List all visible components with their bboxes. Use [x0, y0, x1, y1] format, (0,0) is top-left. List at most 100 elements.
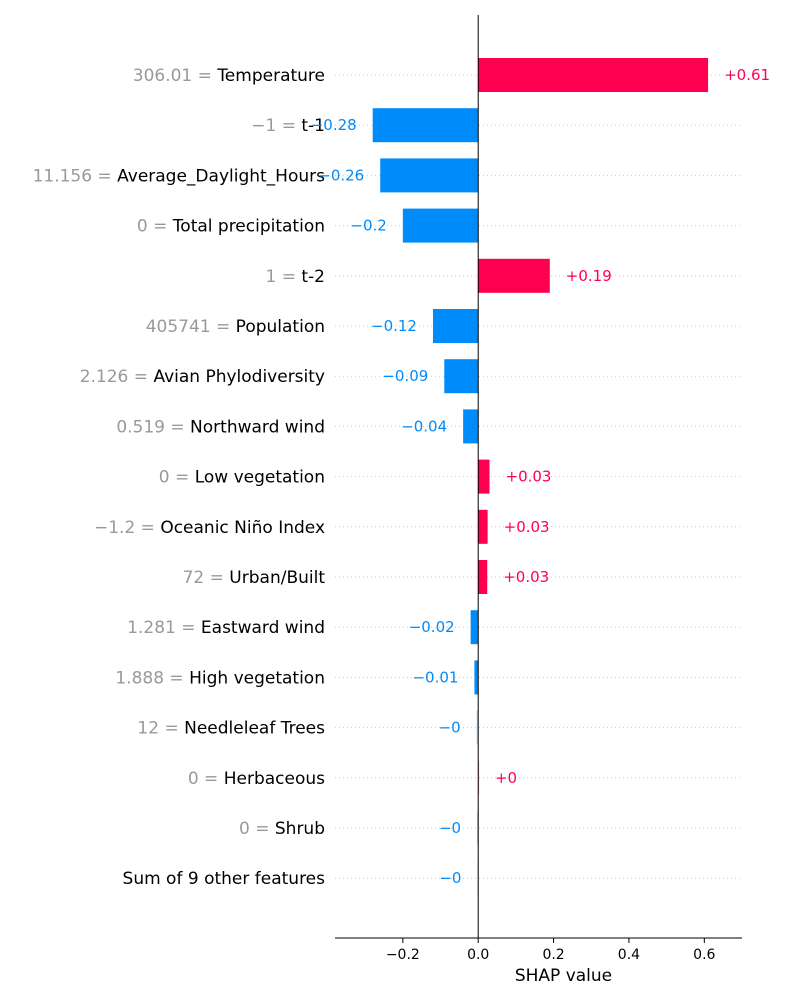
feature-name: Average_Daylight_Hours — [117, 166, 325, 186]
feature-value: 0 — [239, 819, 250, 839]
x-tick-label: 0.6 — [693, 947, 715, 963]
feature-value: 306.01 — [133, 66, 192, 86]
feature-label: 72 = Urban/Built — [183, 568, 326, 588]
x-tick-label: 0.0 — [467, 947, 489, 963]
feature-value: 0 — [159, 468, 170, 488]
feature-label: 12 = Needleleaf Trees — [137, 719, 325, 739]
feature-name: Needleleaf Trees — [184, 719, 325, 739]
feature-name: High vegetation — [189, 668, 325, 688]
bar-12 — [474, 660, 479, 695]
bar-9 — [478, 509, 488, 544]
feature-name: Total precipitation — [172, 217, 325, 237]
equals-sign: = — [165, 417, 190, 437]
bar-10 — [478, 560, 488, 594]
feature-name: Sum of 9 other features — [123, 869, 326, 889]
equals-sign: = — [148, 217, 173, 237]
bar-value-label: −0 — [439, 819, 461, 837]
bar-2 — [380, 158, 479, 193]
feature-name: Avian Phylodiversity — [153, 367, 325, 387]
bar-value-label: −0.09 — [382, 367, 428, 385]
equals-sign: = — [276, 267, 301, 287]
feature-value: 405741 — [146, 317, 211, 337]
equals-sign: = — [211, 317, 236, 337]
bar-3 — [402, 208, 479, 243]
x-axis-title: SHAP value — [515, 966, 612, 986]
feature-label: 2.126 = Avian Phylodiversity — [80, 367, 325, 387]
feature-label: 0 = Total precipitation — [137, 217, 325, 237]
feature-label: 0 = Herbaceous — [188, 769, 325, 789]
feature-value: −1 — [251, 116, 276, 136]
feature-label: 0 = Low vegetation — [159, 468, 325, 488]
equals-sign: = — [128, 367, 153, 387]
equals-sign: = — [164, 668, 189, 688]
bar-15 — [477, 811, 479, 845]
bars — [372, 58, 709, 896]
feature-label: 1.281 = Eastward wind — [127, 618, 325, 638]
feature-label: 1.888 = High vegetation — [115, 668, 325, 688]
feature-value: 1 — [265, 267, 276, 287]
bar-11 — [470, 610, 479, 645]
feature-name: t-2 — [301, 267, 325, 287]
bar-1 — [372, 108, 479, 143]
x-tick-label: 0.2 — [542, 947, 564, 963]
feature-name: Herbaceous — [224, 769, 325, 789]
bar-value-label: +0 — [495, 769, 517, 787]
feature-label: Sum of 9 other features — [123, 869, 326, 889]
feature-value: 12 — [137, 719, 159, 739]
x-ticks: −0.2 0.0 0.2 0.4 0.6 — [386, 938, 716, 963]
feature-name: Shrub — [275, 819, 325, 839]
bar-value-label: +0.03 — [506, 468, 552, 486]
feature-value: 1.888 — [115, 668, 164, 688]
feature-value: −1.2 — [94, 518, 135, 538]
equals-sign: = — [199, 769, 224, 789]
feature-name: Temperature — [216, 66, 325, 86]
bar-value-label: −0.04 — [401, 417, 447, 435]
equals-sign: = — [159, 719, 184, 739]
feature-value: 0 — [137, 217, 148, 237]
equals-sign: = — [176, 618, 201, 638]
feature-name: Eastward wind — [201, 618, 325, 638]
bar-value-label: −0.26 — [318, 166, 364, 184]
feature-label: 306.01 = Temperature — [133, 66, 325, 86]
feature-label: −1.2 = Oceanic Niño Index — [94, 518, 325, 538]
bar-0 — [478, 58, 709, 92]
equals-sign: = — [204, 568, 229, 588]
bar-value-label: −0.01 — [412, 668, 458, 686]
x-tick-label: 0.4 — [618, 947, 640, 963]
feature-name: Northward wind — [190, 417, 325, 437]
equals-sign: = — [170, 468, 195, 488]
bar-value-label: +0.03 — [504, 518, 550, 536]
feature-name: t-1 — [301, 116, 325, 136]
bar-7 — [463, 409, 479, 444]
equals-sign: = — [135, 518, 160, 538]
feature-value: 2.126 — [80, 367, 129, 387]
bar-value-label: −0 — [439, 719, 461, 737]
bar-value-label: −0 — [439, 869, 461, 887]
feature-value: 1.281 — [127, 618, 176, 638]
feature-value: 0 — [188, 769, 199, 789]
bar-13 — [476, 710, 479, 745]
bar-value-label: −0.28 — [311, 116, 357, 134]
feature-label: 0 = Shrub — [239, 819, 325, 839]
feature-value: 11.156 — [33, 166, 92, 186]
bar-value-label: +0.03 — [503, 568, 549, 586]
feature-label: −1 = t-1 — [251, 116, 325, 136]
feature-label: 1 = t-2 — [265, 267, 325, 287]
feature-labels: 306.01 = Temperature +0.61−1 = t-1−0.2811… — [33, 66, 770, 889]
bar-value-label: −0.02 — [409, 618, 455, 636]
bar-value-label: −0.12 — [371, 317, 417, 335]
equals-sign: = — [250, 819, 275, 839]
feature-value: 72 — [183, 568, 205, 588]
equals-sign: = — [92, 166, 117, 186]
bar-5 — [432, 309, 479, 343]
x-axis: −0.2 0.0 0.2 0.4 0.6 SHAP value — [335, 937, 742, 986]
equals-sign: = — [192, 66, 217, 86]
feature-name: Low vegetation — [195, 468, 325, 488]
feature-value: 0.519 — [116, 417, 165, 437]
bar-8 — [478, 459, 490, 494]
bar-4 — [478, 258, 550, 293]
feature-name: Oceanic Niño Index — [160, 518, 325, 538]
bar-value-label: −0.2 — [350, 217, 386, 235]
x-tick-label: −0.2 — [386, 947, 420, 963]
